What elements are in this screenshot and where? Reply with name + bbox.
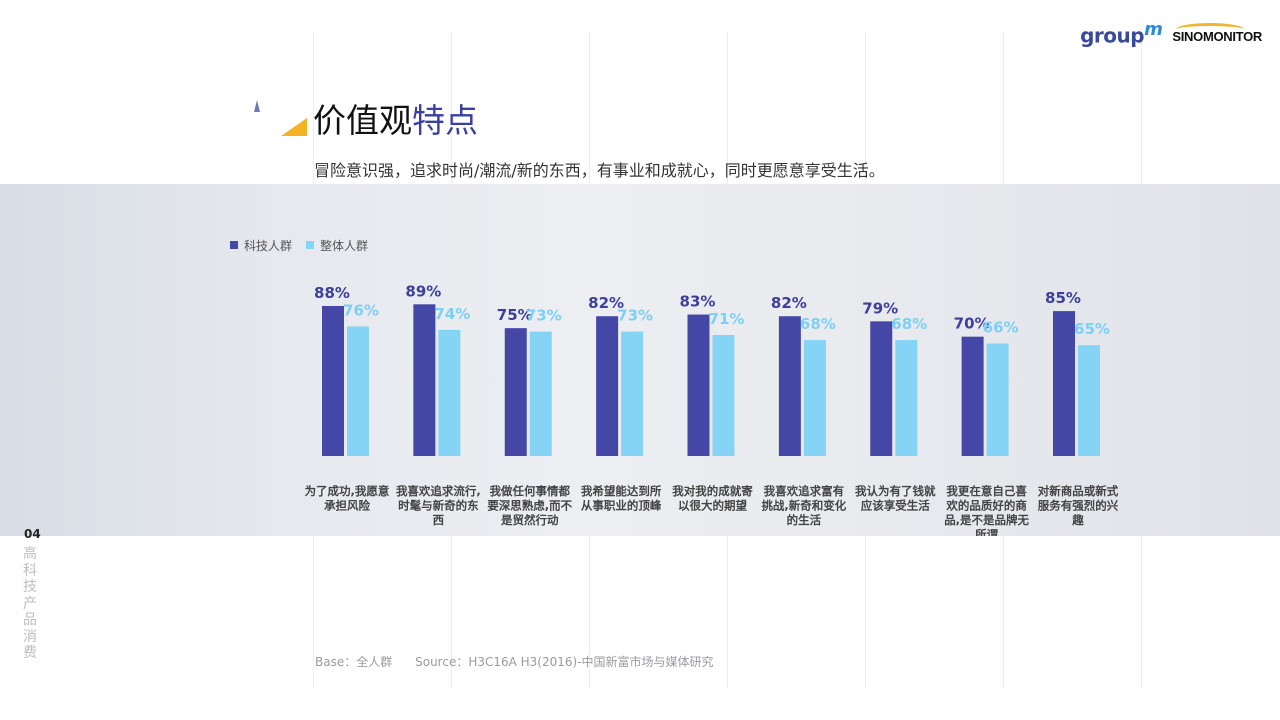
page-subtitle: 冒险意识强，追求时尚/潮流/新的东西，有事业和成就心，同时更愿意享受生活。 — [314, 161, 885, 180]
bar-tech — [1053, 311, 1075, 456]
bar-overall — [712, 334, 735, 456]
bar-value-label: 74% — [434, 305, 470, 323]
bar-tech — [322, 306, 344, 456]
bar-tech — [778, 316, 801, 456]
category-label: 欢的品质好的商 — [945, 499, 1027, 513]
bar-value-label: 68% — [891, 315, 927, 333]
category-label: 对新商品或新式 — [1038, 484, 1119, 498]
bar-value-label: 85% — [1045, 289, 1081, 307]
category-label: 从事职业的顶峰 — [581, 499, 662, 513]
bar-overall — [529, 331, 552, 456]
groupm-logo-text: group — [1080, 23, 1145, 48]
category-label: 趣 — [1071, 513, 1084, 527]
chart-value-labels: 88%76%89%74% 75%73%82%73%83%71%82%68%79%6… — [314, 282, 1110, 338]
bar-tech — [961, 336, 984, 456]
legend-swatch — [230, 241, 238, 249]
bar-value-label: 65% — [1074, 320, 1110, 338]
bar-value-label: 73% — [617, 307, 653, 325]
category-label: 时髦与新奇的东 — [398, 499, 479, 513]
sinomonitor-arc-icon — [1176, 22, 1245, 36]
category-label: 要深思熟虑,而不 — [487, 499, 572, 513]
bar-value-label: 79% — [862, 299, 898, 317]
legend-swatch — [306, 241, 314, 249]
chart-bars — [322, 304, 1100, 456]
bar-tech — [687, 314, 710, 456]
category-label: 我做任何事情都 — [490, 484, 571, 498]
category-label: 我更在意自己喜 — [946, 484, 1027, 498]
chart-legend: 科技人群 整体人群 — [230, 238, 368, 253]
category-label: 挑战,新奇和变化 — [761, 499, 846, 513]
bar-value-label: 88% — [314, 284, 350, 302]
category-label: 所谓 — [975, 528, 998, 537]
category-label: 是贸然行动 — [500, 513, 559, 527]
bar-overall — [986, 343, 1009, 456]
source-footnote: Base：全人群 Source：H3C16A H3(2016)-中国新富市场与媒… — [315, 655, 714, 669]
category-label: 承担风险 — [323, 499, 370, 513]
section-label: 高科技产品消费 — [23, 546, 37, 661]
bar-value-label: 71% — [709, 310, 745, 328]
category-label: 我喜欢追求富有 — [764, 484, 845, 498]
category-label: 我对我的成就寄 — [672, 484, 753, 498]
bar-tech — [413, 304, 436, 456]
category-label: 西 — [433, 513, 445, 527]
legend-label: 整体人群 — [320, 238, 368, 253]
sinomonitor-logo: SINOMONITOR — [1172, 22, 1262, 44]
bar-value-label: 76% — [343, 301, 379, 319]
bar-value-label: 66% — [983, 319, 1019, 337]
bar-value-label: 82% — [588, 294, 624, 312]
bar-overall — [621, 331, 644, 456]
page-title-accent: 特点 — [412, 101, 478, 140]
category-label: 品,是不是品牌无 — [944, 513, 1029, 527]
page-title-main: 价值观 — [313, 101, 412, 140]
legend-label: 科技人群 — [244, 239, 292, 253]
category-label: 服务有强烈的兴 — [1038, 499, 1119, 513]
groupm-logo-m: m — [1144, 18, 1163, 40]
category-label: 以很大的期望 — [678, 499, 747, 513]
category-label: 为了成功,我愿意 — [305, 484, 390, 498]
bar-value-label: 82% — [771, 294, 807, 312]
title-decoration-icon — [254, 100, 307, 136]
bar-overall — [347, 326, 369, 456]
bar-tech — [870, 321, 893, 456]
chart-panel: 科技人群 整体人群 88% 76% 89% 74% 75% 73% 82% 73% 83% 71% 8… — [0, 184, 1280, 536]
bar-overall — [1078, 345, 1100, 456]
bar-chart: 科技人群 整体人群 88%76%89%74% 75%73%82%73%83%71%8… — [230, 238, 1119, 536]
header-logos: groupm SINOMONITOR — [1080, 16, 1262, 50]
bar-tech — [504, 328, 527, 456]
bar-value-label: 73% — [526, 307, 562, 325]
bar-tech — [596, 316, 619, 456]
bar-value-label: 83% — [680, 293, 716, 311]
category-label: 我喜欢追求流行, — [396, 484, 481, 498]
category-label: 我认为有了钱就 — [855, 484, 936, 498]
page-title: 价值观特点 — [313, 94, 478, 142]
bar-value-label: 68% — [800, 315, 836, 333]
category-label: 我希望能达到所 — [581, 484, 662, 498]
bar-overall — [803, 340, 826, 456]
bar-value-label: 75% — [497, 306, 533, 324]
category-label: 的生活 — [787, 513, 822, 527]
bar-value-label: 70% — [954, 315, 990, 333]
bar-value-label: 89% — [405, 282, 441, 300]
category-label: 应该享受生活 — [861, 499, 930, 513]
bar-overall — [895, 340, 918, 456]
bar-overall — [438, 329, 461, 456]
page-number: 04 — [24, 527, 41, 541]
groupm-logo: groupm — [1080, 18, 1163, 48]
